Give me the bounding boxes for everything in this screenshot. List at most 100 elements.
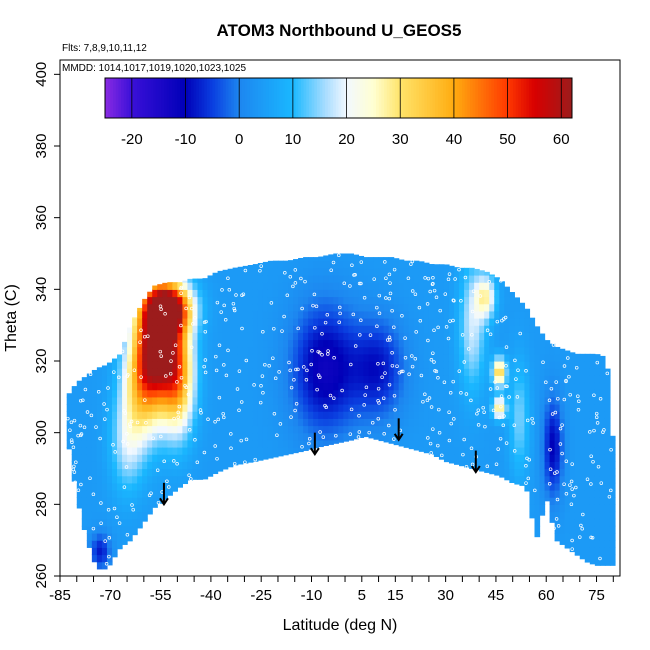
observation-dot <box>485 464 490 469</box>
heatmap-cell <box>96 389 103 398</box>
heatmap-cell <box>167 490 173 496</box>
heatmap-cell <box>554 490 561 498</box>
heatmap-cell <box>433 303 440 312</box>
heatmap-cell <box>162 318 168 326</box>
heatmap-cell <box>459 361 465 369</box>
heatmap-cell <box>378 418 385 427</box>
observation-dot <box>427 396 432 400</box>
observation-dot <box>243 268 248 273</box>
observation-dot <box>158 349 163 354</box>
heatmap-cell <box>509 375 515 384</box>
heatmap-cell <box>443 382 450 391</box>
heatmap-cell <box>303 353 309 362</box>
heatmap-cell <box>96 432 103 441</box>
heatmap-cell <box>157 368 163 376</box>
heatmap-cell <box>524 346 531 355</box>
heatmap-cell <box>267 289 274 298</box>
heatmap-cell <box>599 468 606 477</box>
observation-dot <box>304 378 309 382</box>
heatmap-cell <box>247 275 254 283</box>
heatmap-cell <box>554 447 561 455</box>
observation-dot <box>143 398 147 402</box>
heatmap-cell <box>187 361 194 369</box>
heatmap-cell <box>363 296 370 305</box>
observation-dot <box>380 375 384 380</box>
heatmap-cell <box>544 389 551 398</box>
plot-area <box>66 253 616 570</box>
heatmap-cell <box>101 511 108 520</box>
heatmap-cell <box>162 490 168 498</box>
heatmap-cell <box>262 389 269 398</box>
heatmap-cell <box>433 439 440 448</box>
heatmap-cell <box>358 353 365 362</box>
heatmap-cell <box>111 361 118 369</box>
heatmap-cell <box>514 339 520 348</box>
heatmap-cell <box>554 353 561 362</box>
observation-dot <box>579 523 583 528</box>
observation-dot <box>491 408 496 413</box>
heatmap-cell <box>162 497 168 500</box>
colorbar-segment <box>389 78 393 118</box>
heatmap-cell <box>272 411 279 419</box>
observation-dot <box>547 398 552 403</box>
heatmap-cell <box>594 447 601 455</box>
heatmap-cell <box>237 404 244 412</box>
heatmap-cell <box>202 418 209 427</box>
heatmap-cell <box>509 346 515 355</box>
heatmap-cell <box>66 432 73 441</box>
heatmap-cell <box>524 396 531 405</box>
colorbar-tick-label: 50 <box>499 131 516 148</box>
heatmap-cell <box>489 361 495 369</box>
heatmap-cell <box>398 411 405 419</box>
heatmap-cell <box>348 353 355 362</box>
heatmap-cell <box>288 368 294 376</box>
heatmap-cell <box>262 375 269 384</box>
heatmap-cell <box>76 490 83 498</box>
heatmap-cell <box>604 533 611 541</box>
heatmap-cell <box>298 368 304 376</box>
colorbar-segment <box>346 78 350 118</box>
heatmap-cell <box>484 396 490 405</box>
heatmap-cell <box>403 375 410 384</box>
heatmap-cell <box>479 411 485 419</box>
observation-dot <box>447 410 451 414</box>
heatmap-cell <box>182 325 189 333</box>
heatmap-cell <box>594 389 601 398</box>
heatmap-cell <box>484 353 490 362</box>
heatmap-cell <box>222 289 229 298</box>
heatmap-cell <box>187 310 194 319</box>
heatmap-cell <box>574 389 581 398</box>
heatmap-cell <box>242 332 249 341</box>
heatmap-cell <box>514 454 520 462</box>
heatmap-cell <box>539 504 546 513</box>
heatmap-cell <box>459 275 465 283</box>
colorbar-segment <box>502 78 506 118</box>
heatmap-cell <box>272 454 279 458</box>
heatmap-cell <box>579 490 586 498</box>
heatmap-cell <box>132 461 138 470</box>
heatmap-cell <box>534 332 541 341</box>
heatmap-cell <box>443 303 450 312</box>
heatmap-cell <box>152 389 158 398</box>
heatmap-cell <box>282 375 289 384</box>
heatmap-cell <box>534 454 541 462</box>
heatmap-cell <box>494 361 500 369</box>
heatmap-cell <box>408 382 415 391</box>
heatmap-cell <box>96 547 103 556</box>
y-tick-label: 300 <box>33 420 50 445</box>
observation-dot <box>285 293 290 298</box>
heatmap-cell <box>257 411 264 419</box>
observation-dot <box>232 461 237 466</box>
heatmap-cell <box>152 468 158 477</box>
heatmap-cell <box>207 375 214 384</box>
heatmap-cell <box>469 411 475 419</box>
heatmap-cell <box>479 361 485 369</box>
heatmap-cell <box>262 432 269 441</box>
observation-dot <box>393 407 397 412</box>
heatmap-cell <box>408 432 415 441</box>
heatmap-cell <box>237 289 244 298</box>
heatmap-cell <box>172 353 178 362</box>
heatmap-cell <box>469 296 475 305</box>
heatmap-cell <box>328 382 334 391</box>
heatmap-cell <box>122 497 128 505</box>
